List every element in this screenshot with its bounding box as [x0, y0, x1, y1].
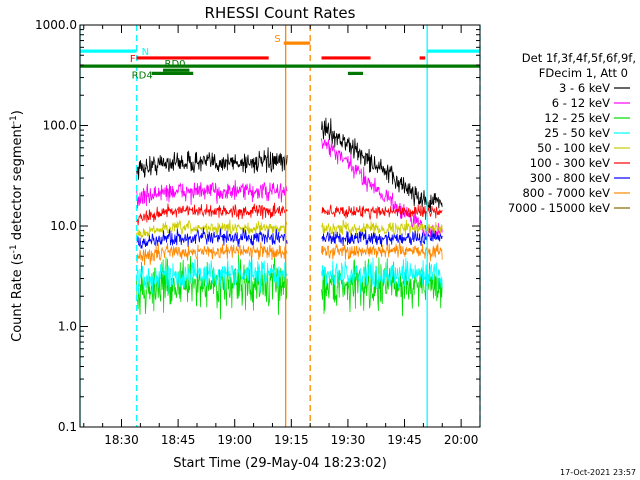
legend-entry-label: 50 - 100 keV: [537, 141, 610, 155]
series-trace-segment: [136, 242, 288, 266]
series-trace-segment: [321, 204, 443, 221]
x-tick-label: 19:15: [274, 433, 309, 447]
x-tick-label: 19:00: [217, 433, 252, 447]
legend-entry-label: 3 - 6 keV: [559, 81, 610, 95]
series-trace-segment: [136, 227, 288, 249]
series-trace-segment: [321, 229, 443, 247]
series-trace-segment: [136, 202, 288, 226]
x-tick-label: 19:45: [387, 433, 422, 447]
y-tick-label: 1.0: [58, 320, 77, 334]
legend-entry-label: 7000 - 15000 keV: [508, 201, 610, 215]
series-trace-segment: [136, 147, 288, 180]
legend-entry-label: 800 - 7000 keV: [522, 186, 610, 200]
legend-entry-label: 12 - 25 keV: [544, 111, 610, 125]
plot-area: N S F RD0 RD4: [79, 25, 481, 427]
legend: Det 1f,3f,4f,5f,6f,9f, FDecim 1, Att 0 3…: [508, 51, 636, 215]
legend-entry-label: 25 - 50 keV: [544, 126, 610, 140]
series-trace-segment: [321, 219, 443, 237]
chart-title: RHESSI Count Rates: [205, 4, 356, 22]
x-tick-label: 18:30: [104, 433, 139, 447]
y-tick-label: 1000.0: [35, 18, 77, 32]
series-trace-segment: [136, 258, 288, 295]
series-800-7000-kev: [136, 241, 443, 266]
series-trace-segment: [136, 219, 288, 241]
legend-entry-label: 300 - 800 keV: [530, 171, 610, 185]
flag-label: S: [274, 34, 280, 45]
timestamp-footer: 17-Oct-2021 23:57: [560, 468, 636, 477]
x-tick-label: 18:45: [161, 433, 196, 447]
series-trace-segment: [321, 257, 443, 295]
series-trace-segment: [321, 257, 443, 317]
series-trace-segment: [321, 117, 443, 213]
series-100-300-kev: [136, 202, 443, 226]
series-25-50-kev: [136, 257, 443, 295]
flag-label: RD0: [165, 59, 186, 70]
series-12-25-kev: [136, 251, 443, 320]
x-axis: 18:30 18:45 19:00 19:15 19:30 19:45 20:00: [83, 25, 481, 447]
x-axis-label: Start Time (29-May-04 18:23:02): [173, 456, 387, 471]
flag-label: N: [142, 47, 149, 58]
x-tick-label: 19:30: [331, 433, 366, 447]
legend-header-line-2: FDecim 1, Att 0: [539, 66, 628, 80]
flag-label: RD4: [132, 70, 153, 81]
series-trace-segment: [321, 241, 443, 262]
legend-entry-label: 100 - 300 keV: [530, 156, 610, 170]
series-50-100-kev: [136, 219, 443, 241]
y-axis: 1000.0 100.0 10.0 1.0 0.1: [35, 18, 480, 434]
flag-label: F: [130, 54, 136, 65]
y-tick-label: 100.0: [43, 119, 77, 133]
x-tick-label: 20:00: [444, 433, 479, 447]
series-trace-segment: [321, 138, 443, 240]
legend-entry-label: 6 - 12 keV: [552, 96, 610, 110]
series-3-6-kev: [136, 117, 443, 213]
series-300-800-kev: [136, 227, 443, 249]
y-tick-label: 10.0: [50, 219, 77, 233]
series-trace-segment: [136, 180, 288, 209]
y-axis-label: Count Rate (s-1 detector segment-1): [9, 110, 25, 342]
y-tick-label: 0.1: [58, 420, 77, 434]
legend-header-line-1: Det 1f,3f,4f,5f,6f,9f,: [522, 51, 636, 65]
series-6-12-kev: [136, 138, 443, 240]
